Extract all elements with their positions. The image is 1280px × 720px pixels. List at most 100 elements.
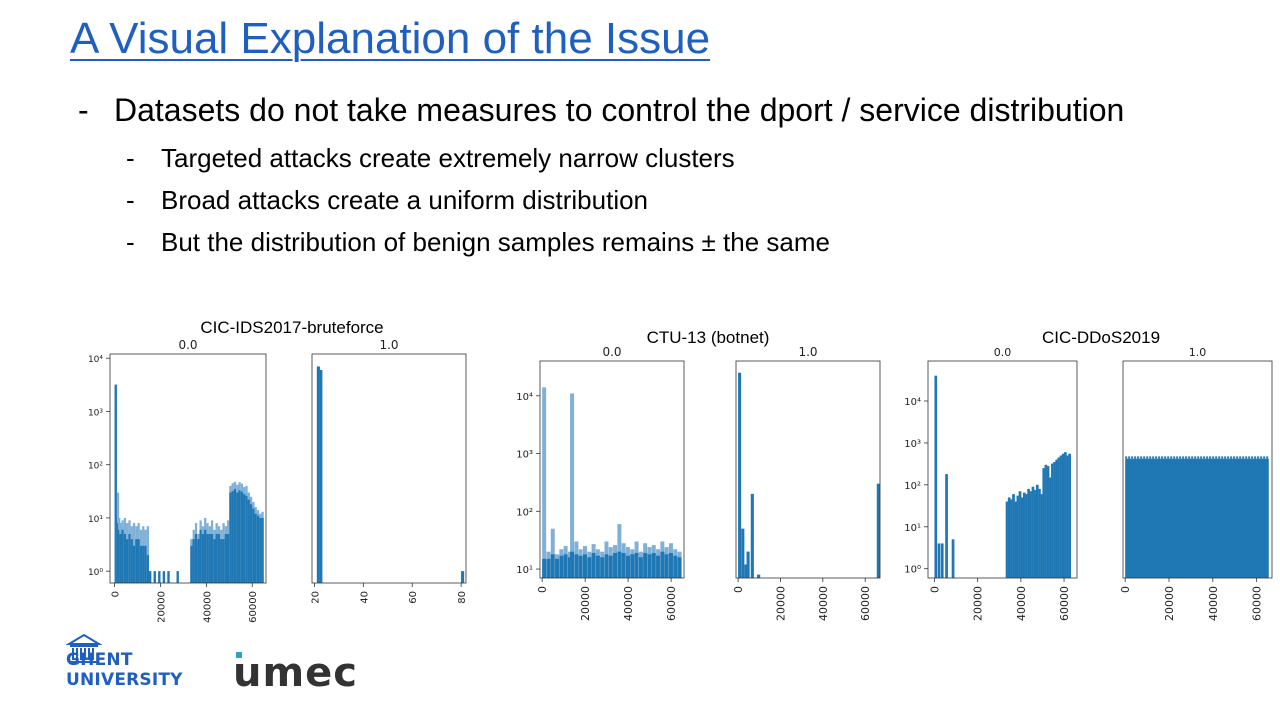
x-tick-label: 20000 (579, 586, 592, 621)
histogram-bar (220, 539, 223, 583)
histogram-bar (222, 539, 225, 583)
histogram-bar-spike (1254, 456, 1257, 459)
x-tick-label: 40000 (622, 586, 635, 621)
histogram-bar (240, 491, 244, 583)
histogram-bar (638, 557, 643, 578)
histogram-bar (630, 554, 635, 578)
histogram-bar (243, 494, 246, 583)
panel-frame (927, 360, 1078, 579)
histogram-bar-light (570, 393, 575, 578)
histogram-bar-spike (1161, 456, 1164, 459)
y-tick-label: 10³ (88, 408, 103, 418)
x-tick-label: 40 (359, 591, 370, 604)
histogram-bar (600, 557, 605, 578)
x-tick-label: 40000 (817, 586, 830, 621)
histogram-bar-spike (1125, 456, 1128, 459)
histogram-bar (1012, 494, 1015, 578)
histogram-bar (158, 571, 161, 583)
histogram-bar (204, 529, 207, 583)
histogram-bar (217, 533, 221, 583)
histogram-bar-spike (1185, 456, 1188, 459)
histogram-bar (940, 543, 944, 578)
histogram-bar-spike (1260, 456, 1263, 459)
panel-subtitle: 0.0 (994, 346, 1012, 359)
histogram-bar (208, 533, 211, 583)
histogram-bar-spike (1143, 456, 1146, 459)
x-tick-label: 0 (536, 586, 549, 593)
histogram-bar-spike (1206, 456, 1209, 459)
histogram-bar (144, 545, 147, 583)
histogram-bar-spike (1191, 456, 1194, 459)
panel-frame (1122, 360, 1273, 579)
x-tick-label: 40000 (202, 591, 213, 623)
histogram-bar-spike (1167, 456, 1170, 459)
histogram-bar (128, 533, 131, 583)
histogram-bar (121, 529, 124, 583)
histogram-bar (1061, 453, 1065, 578)
x-tick-label: 60000 (859, 586, 872, 621)
imec-dot-icon (236, 652, 242, 658)
histogram-bar-spike (1212, 456, 1215, 459)
histogram-bar (1027, 488, 1030, 578)
histogram-bar-spike (1182, 456, 1185, 459)
histogram-bar (114, 384, 117, 583)
histogram-bar-spike (1146, 456, 1149, 459)
histogram-bar-spike (1179, 456, 1182, 459)
histogram-bar-spike (1152, 456, 1155, 459)
histogram-bar (741, 528, 745, 578)
bullet-dash: - (78, 92, 89, 128)
bullet-text: But the distribution of benign samples r… (161, 227, 830, 257)
histogram-bar-spike (1128, 456, 1131, 459)
x-tick-label: 60000 (665, 586, 678, 621)
x-tick-label: 20 (310, 591, 321, 604)
histogram-bar (132, 545, 136, 583)
histogram-bar-spike (1155, 456, 1158, 459)
histogram-bar (1057, 457, 1061, 578)
histogram-bar (135, 539, 138, 583)
panel-frame (109, 353, 267, 584)
histogram-bar (231, 491, 234, 583)
bullet-text: Broad attacks create a uniform distribut… (161, 185, 649, 215)
histogram-bar-spike (1239, 456, 1242, 459)
histogram-bar (738, 372, 742, 578)
y-tick-label: 10² (88, 462, 103, 472)
histogram-bar (316, 366, 320, 583)
histogram-bar (1068, 453, 1071, 578)
histogram-bar (1007, 497, 1011, 578)
histogram-bar (1053, 462, 1056, 578)
histogram-bar (1020, 497, 1024, 578)
histogram-bar (206, 533, 209, 583)
x-tick-label: 40000 (1015, 586, 1028, 621)
histogram-bar (245, 495, 248, 583)
histogram-bar-spike (1209, 456, 1212, 459)
histogram-bar (130, 539, 133, 583)
histogram-bar (668, 552, 673, 578)
histogram-bar (1040, 494, 1043, 578)
histogram-bar (578, 555, 583, 578)
histogram-bar-spike (1233, 456, 1236, 459)
histogram-bar-spike (1173, 456, 1176, 459)
histogram-bar (176, 571, 179, 583)
histogram-bar (256, 515, 260, 583)
histogram-bar (224, 533, 228, 583)
histogram-bar (190, 545, 193, 583)
panel-subtitle: 1.0 (1189, 346, 1207, 359)
imec-wordmark: umec (233, 650, 358, 696)
y-tick-label: 10² (516, 507, 533, 518)
histogram-bar (1033, 490, 1037, 578)
x-tick-label: 0 (732, 586, 745, 593)
histogram-bar (617, 551, 622, 578)
y-tick-label: 10¹ (88, 515, 103, 525)
histogram-bar (574, 554, 579, 578)
histogram-bar-spike (1263, 456, 1266, 459)
histogram-bar (1025, 494, 1028, 578)
histogram-bar-spike (1134, 456, 1137, 459)
histogram-bar (570, 551, 575, 578)
panel-subtitle: 1.0 (379, 338, 398, 352)
histogram-bar-spike (1224, 456, 1227, 459)
histogram-bar-spike (1149, 456, 1152, 459)
x-tick-label: 0 (111, 591, 122, 597)
histogram-bar (604, 554, 609, 578)
panel-frame (311, 353, 467, 584)
histogram-bar (1010, 499, 1013, 578)
